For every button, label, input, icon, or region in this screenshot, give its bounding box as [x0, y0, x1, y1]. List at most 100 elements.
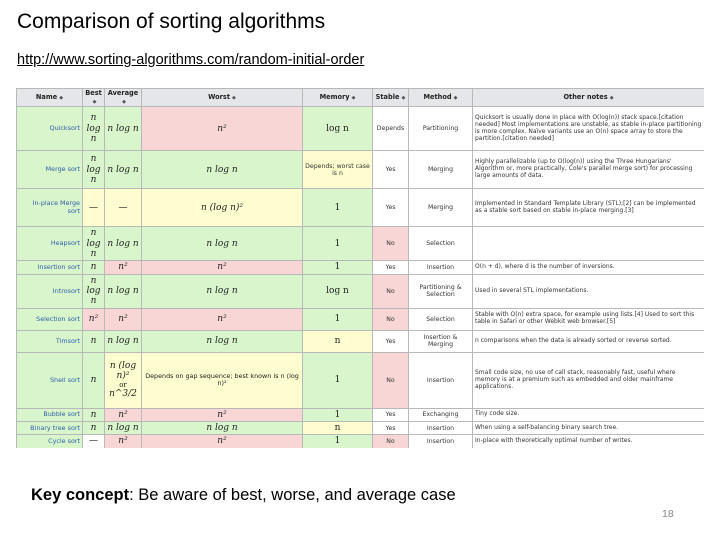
sort-arrow-icon: ◆: [122, 98, 126, 105]
cell-stable: Yes: [372, 260, 409, 275]
cell-name[interactable]: Insertion sort: [16, 260, 83, 275]
cell-method: Selection: [408, 307, 473, 331]
cell-worst: n²: [141, 434, 303, 448]
cell-average: n²: [104, 407, 142, 423]
cell-method: Partitioning & Selection: [408, 273, 473, 309]
cell-name[interactable]: Shell sort: [16, 351, 83, 409]
column-header-average[interactable]: Average◆: [104, 88, 142, 108]
column-header-label: Stable: [375, 92, 400, 101]
average-line: n^3/2: [109, 389, 137, 400]
table-row: Cycle sort — n² n² 1 No Insertion In-place with…: [16, 434, 704, 448]
cell-method: Merging: [408, 150, 473, 190]
cell-memory: log n: [302, 106, 373, 152]
cell-stable: Yes: [372, 150, 409, 190]
cell-method: Insertion: [408, 351, 473, 409]
cell-notes: When using a self-balancing binary searc…: [472, 421, 704, 436]
table-row: Shell sort n n (log n)² or n^3/2 Depends on g…: [16, 351, 704, 409]
cell-worst: n²: [141, 260, 303, 275]
cell-name[interactable]: Bubble sort: [16, 407, 83, 423]
column-header-notes[interactable]: Other notes ◆: [472, 88, 704, 108]
column-header-memory[interactable]: Memory ◆: [302, 88, 373, 108]
average-line: n (log n)²: [109, 360, 137, 382]
sorting-comparison-table-image: Name ◆ Best◆ Average◆ Worst ◆ Memory ◆ Stable ◆ Me…: [16, 88, 704, 448]
column-header-label: Method: [423, 92, 452, 101]
sorting-comparison-table: Name ◆ Best◆ Average◆ Worst ◆ Memory ◆ Stable ◆ Me…: [16, 88, 704, 448]
cell-best: n: [82, 407, 105, 423]
cell-stable: No: [372, 351, 409, 409]
cell-worst: n log n: [141, 273, 303, 309]
column-header-label: Best: [85, 89, 102, 97]
cell-notes: O(n + d), where d is the number of inver…: [472, 260, 704, 275]
sort-arrow-icon: ◆: [401, 94, 406, 101]
sort-arrow-icon: ◆: [232, 94, 236, 101]
cell-best: n log n: [82, 106, 105, 152]
cell-memory: 1: [302, 226, 373, 262]
table-row: Selection sort n² n² n² 1 No Selection Stable w…: [16, 307, 704, 331]
cell-name[interactable]: In-place Merge sort: [16, 188, 83, 228]
cell-best: n: [82, 260, 105, 275]
cell-name[interactable]: Timsort: [16, 329, 83, 353]
column-header-worst[interactable]: Worst ◆: [141, 88, 303, 108]
sort-arrow-icon: ◆: [351, 94, 356, 101]
column-header-best[interactable]: Best◆: [82, 88, 105, 108]
cell-worst: n log n: [141, 329, 303, 353]
cell-average: n log n: [104, 421, 142, 436]
table-row: In-place Merge sort — — n (log n)² 1 Yes Mergi…: [16, 188, 704, 228]
cell-memory: 1: [302, 351, 373, 409]
cell-stable: No: [372, 226, 409, 262]
cell-average: n log n: [104, 329, 142, 353]
cell-notes: Quicksort is usually done in place with …: [472, 106, 704, 152]
column-header-name[interactable]: Name ◆: [16, 88, 83, 108]
reference-link[interactable]: http://www.sorting-algorithms.com/random…: [17, 52, 365, 68]
cell-name[interactable]: Binary tree sort: [16, 421, 83, 436]
cell-notes: Tiny code size.: [472, 407, 704, 423]
cell-memory: 1: [302, 434, 373, 448]
cell-best: —: [82, 188, 105, 228]
cell-worst: n²: [141, 307, 303, 331]
cell-average: n²: [104, 434, 142, 448]
cell-best: n: [82, 351, 105, 409]
cell-name[interactable]: Introsort: [16, 273, 83, 309]
cell-method: Merging: [408, 188, 473, 228]
cell-stable: No: [372, 273, 409, 309]
cell-memory: log n: [302, 273, 373, 309]
cell-worst: n log n: [141, 150, 303, 190]
column-header-stable[interactable]: Stable ◆: [372, 88, 409, 108]
key-concept: Key concept: Be aware of best, worse, an…: [31, 485, 456, 505]
cell-average: n log n: [104, 106, 142, 152]
cell-stable: No: [372, 434, 409, 448]
cell-best: n²: [82, 307, 105, 331]
cell-memory: n: [302, 421, 373, 436]
cell-name[interactable]: Selection sort: [16, 307, 83, 331]
cell-notes: [472, 226, 704, 262]
cell-method: Exchanging: [408, 407, 473, 423]
slide-title: Comparison of sorting algorithms: [17, 10, 326, 33]
cell-stable: Yes: [372, 421, 409, 436]
cell-best: n log n: [82, 150, 105, 190]
cell-average: n log n: [104, 150, 142, 190]
column-header-label: Memory: [319, 92, 350, 101]
cell-average: n log n: [104, 273, 142, 309]
cell-worst: n log n: [141, 226, 303, 262]
cell-name[interactable]: Merge sort: [16, 150, 83, 190]
cell-average: n (log n)² or n^3/2: [104, 351, 142, 409]
cell-name[interactable]: Cycle sort: [16, 434, 83, 448]
cell-notes: In-place with theoretically optimal numb…: [472, 434, 704, 448]
cell-average: —: [104, 188, 142, 228]
cell-method: Insertion & Merging: [408, 329, 473, 353]
cell-memory: Depends; worst case is n: [302, 150, 373, 190]
cell-stable: Yes: [372, 407, 409, 423]
cell-notes: Used in several STL implementations.: [472, 273, 704, 309]
cell-stable: Depends: [372, 106, 409, 152]
cell-name[interactable]: Quicksort: [16, 106, 83, 152]
key-concept-text: : Be aware of best, worse, and average c…: [129, 486, 456, 504]
column-header-method[interactable]: Method ◆: [408, 88, 473, 108]
sort-arrow-icon: ◆: [92, 98, 97, 105]
cell-name[interactable]: Heapsort: [16, 226, 83, 262]
sort-arrow-icon: ◆: [453, 94, 458, 101]
cell-best: n log n: [82, 226, 105, 262]
cell-notes: Highly parallelizable (up to O(log(n)) u…: [472, 150, 704, 190]
cell-stable: No: [372, 307, 409, 331]
cell-worst: n log n: [141, 421, 303, 436]
